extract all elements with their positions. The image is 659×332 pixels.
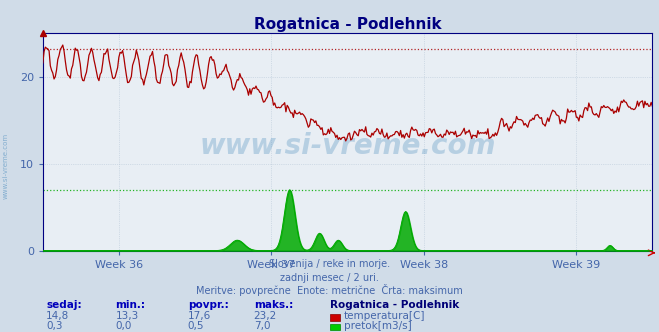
Text: temperatura[C]: temperatura[C] [344,311,426,321]
Text: Rogatnica - Podlehnik: Rogatnica - Podlehnik [330,300,459,310]
Text: 14,8: 14,8 [46,311,69,321]
Text: 13,3: 13,3 [115,311,138,321]
Text: www.si-vreme.com: www.si-vreme.com [200,132,496,160]
Text: 0,5: 0,5 [188,321,204,331]
Text: 0,3: 0,3 [46,321,63,331]
Text: Meritve: povprečne  Enote: metrične  Črta: maksimum: Meritve: povprečne Enote: metrične Črta:… [196,284,463,296]
Text: 23,2: 23,2 [254,311,277,321]
Text: min.:: min.: [115,300,146,310]
Text: maks.:: maks.: [254,300,293,310]
Text: 0,0: 0,0 [115,321,132,331]
Text: 7,0: 7,0 [254,321,270,331]
Text: povpr.:: povpr.: [188,300,229,310]
Text: zadnji mesec / 2 uri.: zadnji mesec / 2 uri. [280,273,379,283]
Text: pretok[m3/s]: pretok[m3/s] [344,321,412,331]
Title: Rogatnica - Podlehnik: Rogatnica - Podlehnik [254,17,442,32]
Text: sedaj:: sedaj: [46,300,82,310]
Text: 17,6: 17,6 [188,311,211,321]
Text: www.si-vreme.com: www.si-vreme.com [2,133,9,199]
Text: Slovenija / reke in morje.: Slovenija / reke in morje. [269,259,390,269]
